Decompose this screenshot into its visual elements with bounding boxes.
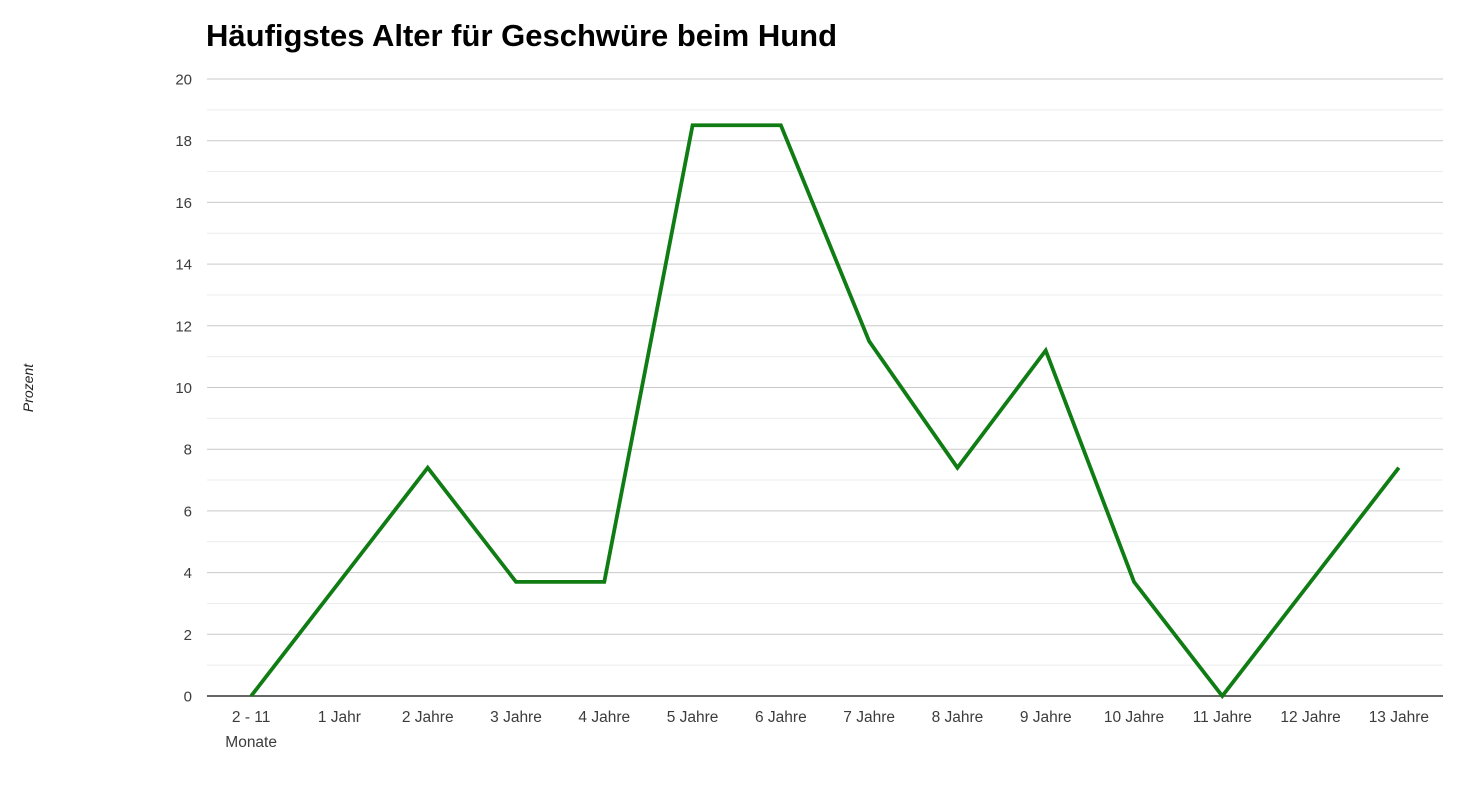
x-tick-label: 4 Jahre bbox=[578, 709, 630, 726]
y-tick-label: 10 bbox=[175, 380, 192, 397]
y-tick-label: 4 bbox=[184, 565, 192, 582]
y-tick-label: 6 bbox=[184, 503, 192, 520]
y-tick-label: 2 bbox=[184, 627, 192, 644]
x-tick-label: 7 Jahre bbox=[843, 709, 895, 726]
x-tick-label: 3 Jahre bbox=[490, 709, 542, 726]
x-tick-label: 9 Jahre bbox=[1020, 709, 1072, 726]
y-tick-label: 14 bbox=[175, 257, 192, 274]
y-tick-label: 16 bbox=[175, 195, 192, 212]
x-tick-label: 12 Jahre bbox=[1280, 709, 1340, 726]
x-tick-label: 11 Jahre bbox=[1193, 709, 1252, 726]
y-tick-label: 0 bbox=[184, 689, 192, 706]
y-tick-label: 18 bbox=[175, 133, 192, 150]
chart-title: Häufigstes Alter für Geschwüre beim Hund bbox=[206, 18, 838, 53]
x-tick-label: 5 Jahre bbox=[667, 709, 719, 726]
x-tick-label: 1 Jahr bbox=[318, 709, 361, 726]
x-tick-label: 10 Jahre bbox=[1104, 709, 1164, 726]
x-tick-label: 6 Jahre bbox=[755, 709, 807, 726]
x-tick-label: 13 Jahre bbox=[1369, 709, 1429, 726]
series-line bbox=[249, 123, 1401, 700]
x-tick-label: 2 Jahre bbox=[402, 709, 454, 726]
y-tick-label: 20 bbox=[175, 72, 192, 89]
x-tick-label: 2 - 11 Monate bbox=[225, 709, 277, 751]
x-tick-label: 8 Jahre bbox=[932, 709, 984, 726]
y-tick-label: 8 bbox=[184, 442, 192, 459]
y-tick-label: 12 bbox=[175, 318, 192, 335]
